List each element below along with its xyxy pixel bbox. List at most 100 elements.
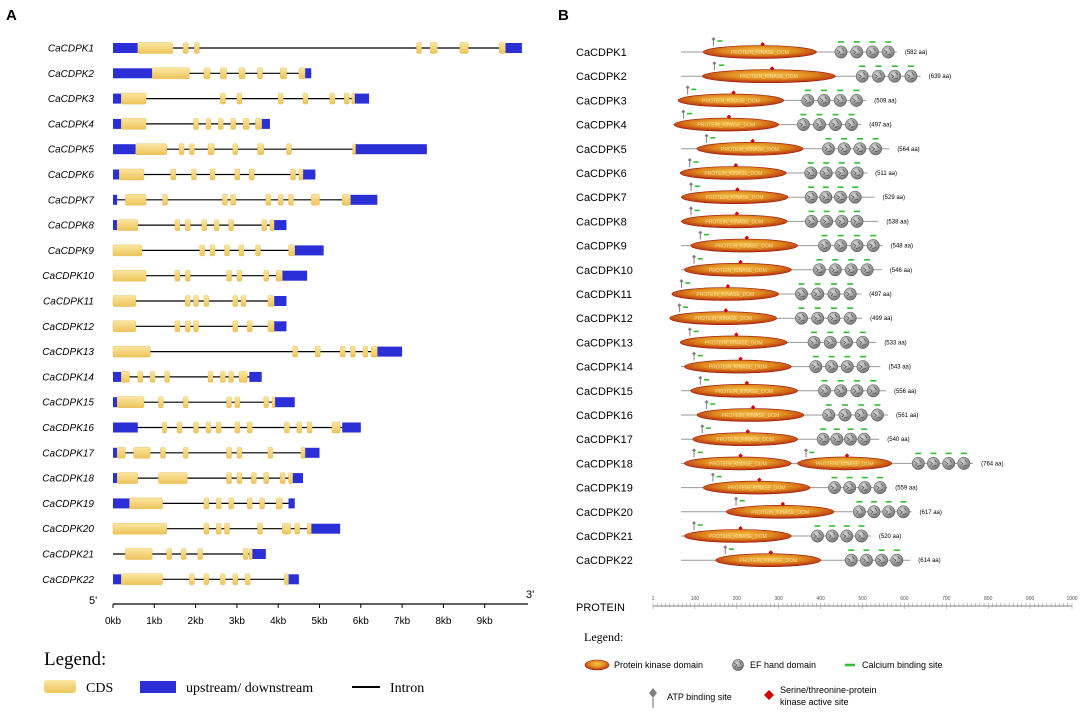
protein-tick-label: 1 xyxy=(652,596,655,602)
ef-hand-domain xyxy=(840,360,854,374)
cds-exon xyxy=(199,244,205,257)
gene-name: CaCDPK10 xyxy=(42,271,94,282)
active-site-marker xyxy=(733,163,739,168)
atp-binding-marker xyxy=(687,158,692,162)
downstream-utr xyxy=(354,144,427,155)
protein-tick-label: 400 xyxy=(816,596,825,602)
ef-hand-domain xyxy=(881,45,895,59)
protein-track: CaCDPK13 PROTEIN_KINASE_DOM (533 aa) xyxy=(576,327,907,349)
downstream-utr xyxy=(375,346,403,357)
cds-exon xyxy=(137,42,174,54)
ef-hand-domain xyxy=(834,384,848,398)
cds-exon xyxy=(238,67,246,80)
cds-exon xyxy=(350,345,356,358)
kinase-domain xyxy=(679,335,788,350)
cds-exon xyxy=(205,118,212,130)
ef-hand-domain xyxy=(840,335,853,349)
protein-track: CaCDPK15 PROTEIN_KINASE_DOM (556 aa) xyxy=(576,375,916,398)
protein-length-label: (538 aa) xyxy=(886,219,908,225)
cds-exon xyxy=(362,345,369,358)
ef-hand-domain xyxy=(843,287,857,301)
protein-name: CaCDPK6 xyxy=(576,168,627,180)
gene-track: CaCDPK12 xyxy=(42,320,287,333)
kinase-domain xyxy=(684,359,792,374)
kinase-domain-label: PROTEIN_KINASE_DOM xyxy=(716,437,774,443)
upstream-utr xyxy=(113,68,153,79)
ef-hand-domain xyxy=(866,384,880,398)
gene-name: CaCDPK8 xyxy=(48,221,95,232)
cds-exon xyxy=(226,270,232,282)
kinase-domain-label: PROTEIN_KINASE_DOM xyxy=(715,244,773,250)
atp-binding-marker xyxy=(700,424,705,429)
kinase-domain-label: PROTEIN_KINASE_DOM xyxy=(696,292,754,298)
ef-hand-domain xyxy=(904,69,918,83)
upstream-utr xyxy=(113,93,122,104)
active-site-marker xyxy=(723,308,729,313)
upstream-utr xyxy=(113,220,118,231)
legend-atp-label: ATP binding site xyxy=(667,692,732,702)
downstream-utr xyxy=(292,473,303,484)
gene-track: CaCDPK14 xyxy=(42,371,262,383)
gene-track: CaCDPK20 xyxy=(42,523,341,535)
protein-track: CaCDPK18 PROTEIN_KINASE_DOM PROTEIN_KINASE… xyxy=(576,448,1003,470)
panel-a-legend: Legend: CDS upstream/ downstream Intron xyxy=(44,649,424,696)
kinase-domain-label: PROTEIN_KINASE_DOM xyxy=(721,147,779,153)
ef-hand-domain xyxy=(850,45,864,59)
protein-length-label: (614 aa) xyxy=(918,558,940,564)
ef-hand-domain xyxy=(840,529,854,543)
kinase-domain xyxy=(692,432,798,447)
upstream-utr xyxy=(113,473,118,484)
legend-kinase-swatch xyxy=(584,659,610,671)
ef-hand-domain xyxy=(957,456,971,470)
ef-hand-domain xyxy=(834,239,848,253)
cds-exon xyxy=(263,396,269,408)
ef-hand-domain xyxy=(834,190,847,204)
cds-exon xyxy=(226,396,232,408)
upstream-utr xyxy=(113,371,122,382)
cds-exon xyxy=(197,548,203,560)
cds-exon xyxy=(249,168,255,181)
gene-name: CaCDPK16 xyxy=(42,423,94,434)
protein-name: CaCDPK2 xyxy=(576,71,627,83)
cds-exon xyxy=(207,371,214,383)
upstream-utr xyxy=(113,169,120,180)
cds-exon xyxy=(306,421,313,434)
cds-exon xyxy=(329,92,335,105)
cds-exon xyxy=(286,143,292,155)
gene-track: CaCDPK15 xyxy=(42,396,295,409)
legend-utr-swatch xyxy=(140,681,176,693)
atp-binding-marker xyxy=(734,496,739,501)
kinase-domain xyxy=(715,553,821,568)
upstream-utr xyxy=(113,43,138,53)
kb-tick-label: 2kb xyxy=(188,616,205,627)
ef-hand-domain xyxy=(942,456,956,470)
kb-tick-label: 4kb xyxy=(270,616,287,627)
ef-hand-domain xyxy=(896,505,910,519)
cds-exon xyxy=(498,42,506,54)
cds-exon xyxy=(267,295,275,307)
kinase-domain xyxy=(702,480,811,495)
cds-exon xyxy=(290,168,296,181)
cds-exon xyxy=(218,118,224,130)
cds-exon xyxy=(236,92,243,105)
atp-binding-marker xyxy=(688,206,693,211)
gene-name: CaCDPK11 xyxy=(43,297,94,308)
cds-exon xyxy=(220,67,227,80)
kinase-domain-label: PROTEIN_KINASE_DOM xyxy=(704,171,762,177)
ef-hand-domain xyxy=(828,481,841,495)
ef-hand-domain xyxy=(888,69,902,83)
cds-exon xyxy=(429,42,438,54)
kinase-domain-label: PROTEIN_KINASE_DOM xyxy=(816,461,874,467)
cds-exon xyxy=(112,523,167,535)
cds-exon xyxy=(201,219,207,231)
cds-exon xyxy=(133,447,151,459)
protein-name: CaCDPK17 xyxy=(576,434,633,446)
cds-exon xyxy=(125,548,153,560)
three-prime-label: 3' xyxy=(526,589,534,601)
kinase-domain-label: PROTEIN_KINASE_DOM xyxy=(702,98,760,104)
ef-hand-domain xyxy=(811,529,824,543)
ef-hand-domain xyxy=(819,190,833,204)
gene-name: CaCDPK15 xyxy=(42,398,94,409)
kinase-domain xyxy=(684,262,792,277)
protein-track: CaCDPK17 PROTEIN_KINASE_DOM (540 aa) xyxy=(576,424,910,446)
